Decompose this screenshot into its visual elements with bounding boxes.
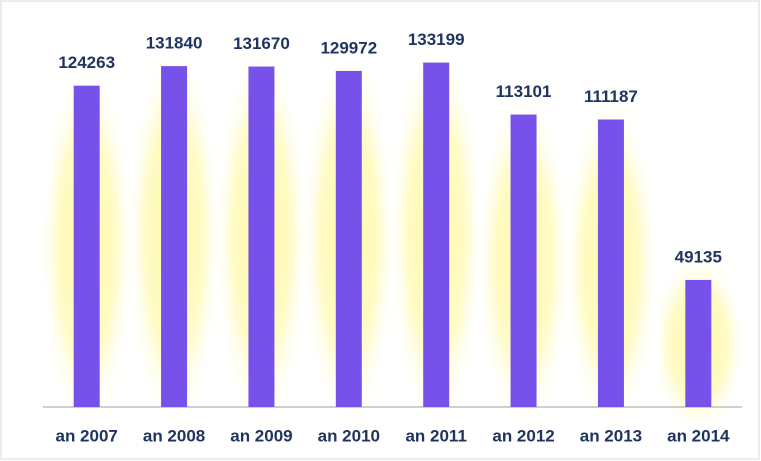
value-label: 111187 xyxy=(584,87,638,106)
bar xyxy=(423,62,450,407)
bar xyxy=(510,114,537,407)
x-tick-label: an 2008 xyxy=(143,426,205,445)
value-label: 129972 xyxy=(320,38,377,57)
bar xyxy=(685,279,712,407)
bar xyxy=(597,119,624,407)
value-label: 49135 xyxy=(675,247,722,266)
x-tick-label: an 2011 xyxy=(405,426,466,445)
value-label: 133199 xyxy=(408,30,465,49)
value-label: 124263 xyxy=(58,53,115,72)
x-tick-label: an 2012 xyxy=(492,426,554,445)
x-tick-label: an 2014 xyxy=(667,426,730,445)
x-tick-label: an 2013 xyxy=(580,426,642,445)
bar xyxy=(161,66,188,407)
bar xyxy=(73,85,100,408)
bar xyxy=(248,66,275,407)
x-tick-label: an 2010 xyxy=(318,426,380,445)
value-label: 113101 xyxy=(496,82,552,101)
bar xyxy=(335,70,362,408)
x-tick-label: an 2007 xyxy=(55,426,117,445)
value-label: 131670 xyxy=(233,34,290,53)
x-tick-label: an 2009 xyxy=(230,426,292,445)
value-label: 131840 xyxy=(146,34,203,53)
